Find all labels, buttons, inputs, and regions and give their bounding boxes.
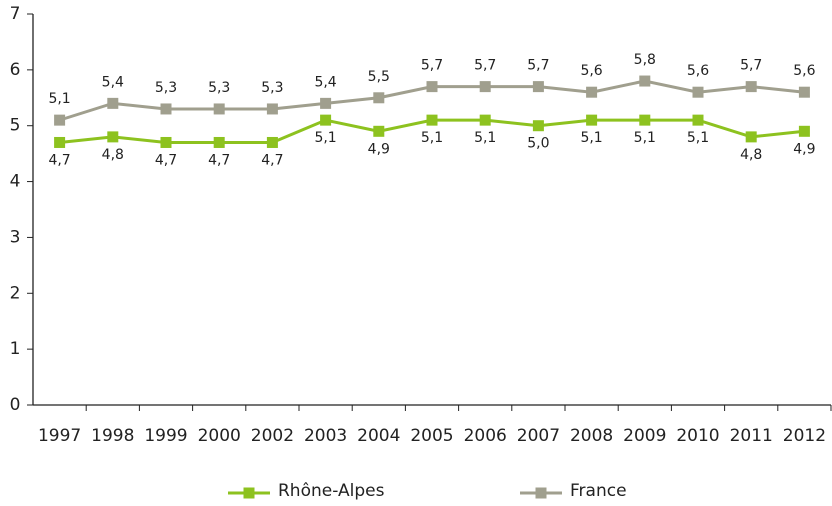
value-label: 4,7 <box>261 152 283 168</box>
y-tick-label: 2 <box>10 283 21 303</box>
value-label: 4,7 <box>48 152 70 168</box>
x-tick-label: 1998 <box>91 426 134 446</box>
value-label: 4,9 <box>368 141 390 157</box>
x-tick-label: 2007 <box>517 426 560 446</box>
marker <box>54 114 66 126</box>
marker <box>213 136 225 148</box>
value-label: 5,1 <box>314 130 336 146</box>
value-label: 5,7 <box>740 58 762 74</box>
legend-label: France <box>570 481 627 501</box>
marker <box>320 97 332 109</box>
x-tick-label: 2003 <box>304 426 347 446</box>
value-label: 5,0 <box>527 136 549 152</box>
value-label: 5,3 <box>208 80 230 96</box>
y-tick-label: 5 <box>10 116 21 136</box>
value-label: 4,7 <box>208 152 230 168</box>
value-label: 5,4 <box>102 74 124 90</box>
value-label: 5,1 <box>48 91 70 107</box>
marker <box>373 125 385 137</box>
legend-label: Rhône-Alpes <box>278 481 385 501</box>
value-label: 5,3 <box>155 80 177 96</box>
marker <box>426 81 438 93</box>
marker <box>479 114 491 126</box>
marker <box>426 114 438 126</box>
marker <box>160 136 172 148</box>
value-label: 5,1 <box>634 130 656 146</box>
marker <box>639 75 651 87</box>
marker <box>266 103 278 115</box>
value-label: 5,7 <box>527 58 549 74</box>
x-tick-label: 2009 <box>623 426 666 446</box>
y-tick-label: 1 <box>10 339 21 359</box>
legend-marker <box>243 487 255 499</box>
marker <box>692 114 704 126</box>
marker <box>532 81 544 93</box>
value-label: 5,1 <box>421 130 443 146</box>
x-tick-label: 1997 <box>38 426 81 446</box>
marker <box>586 86 598 98</box>
y-tick-label: 0 <box>10 395 21 415</box>
marker <box>107 131 119 143</box>
y-tick-label: 4 <box>10 172 21 192</box>
value-label: 5,1 <box>687 130 709 146</box>
value-label: 5,6 <box>580 63 602 79</box>
value-label: 5,6 <box>793 63 815 79</box>
marker <box>373 92 385 104</box>
x-tick-label: 1999 <box>144 426 187 446</box>
y-tick-label: 3 <box>10 227 21 247</box>
x-tick-label: 2005 <box>410 426 453 446</box>
value-label: 5,6 <box>687 63 709 79</box>
marker <box>266 136 278 148</box>
marker <box>107 97 119 109</box>
marker <box>160 103 172 115</box>
marker <box>798 125 810 137</box>
marker <box>479 81 491 93</box>
y-tick-label: 7 <box>10 4 21 24</box>
marker <box>320 114 332 126</box>
value-label: 5,1 <box>474 130 496 146</box>
value-label: 5,1 <box>580 130 602 146</box>
marker <box>586 114 598 126</box>
value-label: 4,9 <box>793 141 815 157</box>
value-label: 5,7 <box>474 58 496 74</box>
value-label: 5,7 <box>421 58 443 74</box>
y-tick-label: 6 <box>10 60 21 80</box>
x-tick-label: 2000 <box>198 426 241 446</box>
value-label: 5,4 <box>314 74 336 90</box>
value-label: 5,5 <box>368 69 390 85</box>
marker <box>639 114 651 126</box>
value-label: 5,3 <box>261 80 283 96</box>
marker <box>54 136 66 148</box>
legend-marker <box>535 487 547 499</box>
value-label: 5,8 <box>634 52 656 68</box>
x-tick-label: 2012 <box>783 426 826 446</box>
marker <box>745 131 757 143</box>
x-tick-label: 2004 <box>357 426 400 446</box>
marker <box>213 103 225 115</box>
value-label: 4,8 <box>740 147 762 163</box>
x-tick-label: 2008 <box>570 426 613 446</box>
x-tick-label: 2002 <box>251 426 294 446</box>
x-tick-label: 2011 <box>730 426 773 446</box>
x-tick-label: 2010 <box>676 426 719 446</box>
marker <box>745 81 757 93</box>
value-label: 4,7 <box>155 152 177 168</box>
x-tick-label: 2006 <box>464 426 507 446</box>
marker <box>532 120 544 132</box>
marker <box>692 86 704 98</box>
marker <box>798 86 810 98</box>
value-label: 4,8 <box>102 147 124 163</box>
